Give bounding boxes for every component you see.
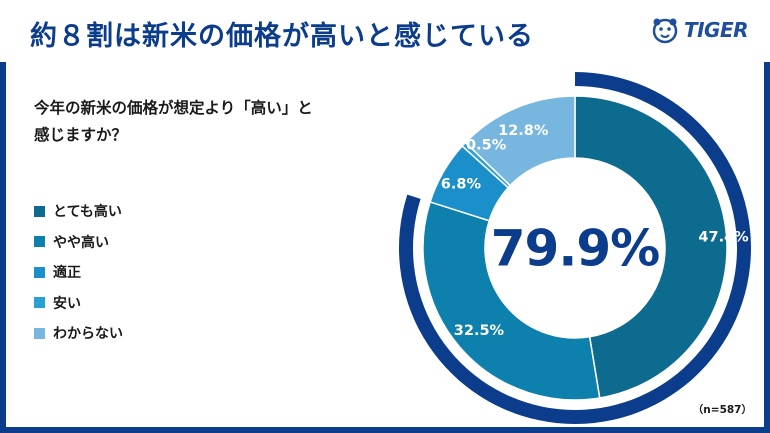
center-total-label: 79.9% [491,220,659,278]
legend-item: わからない [34,318,123,349]
slice-value-label: 32.5% [454,323,505,339]
slice-value-label: 6.8% [441,177,482,193]
sample-size-note: （n=587） [692,404,752,416]
legend-item: とても高い [34,196,123,227]
slice-value-label: 12.8% [498,123,549,139]
legend-item: 適正 [34,257,123,288]
tiger-logo: TIGER [650,16,749,44]
logo-text: TIGER [683,18,749,42]
legend-label: とても高い [53,204,122,221]
slice-value-label: 47.4% [698,230,749,246]
legend-item: 安い [34,288,123,319]
slice-value-label: 0.5% [466,137,507,153]
legend-label: 適正 [53,265,81,282]
question-text: 今年の新米の価格が想定より「高い」と 感じますか？ [34,95,394,149]
donut-slice [464,95,576,187]
question-line-1: 今年の新米の価格が想定より「高い」と [34,99,313,117]
legend-label: 安い [53,295,81,312]
donut-slice [422,200,601,401]
page-title: 約８割は新米の価格が高いと感じている [30,21,534,52]
chart-legend: とても高いやや高い適正安いわからない [34,196,123,349]
question-line-2: 感じますか？ [34,126,128,144]
legend-swatch [34,205,45,217]
legend-swatch [34,327,45,339]
legend-swatch [34,236,45,248]
header: 約８割は新米の価格が高いと感じている TIGER [0,0,770,62]
tiger-head-icon [652,18,678,44]
legend-item: やや高い [34,227,123,258]
donut-slice [574,95,728,399]
legend-swatch [34,297,45,309]
legend-swatch [34,266,45,278]
legend-label: やや高い [53,234,109,251]
legend-label: わからない [53,326,123,343]
